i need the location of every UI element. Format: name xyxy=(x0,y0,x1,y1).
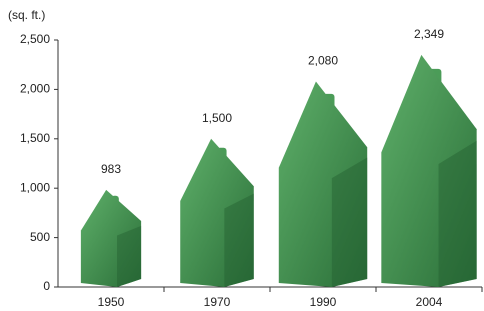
page: (sq. ft.) 0 500 1,000 1,500 2,000 2,500 1950 98… xyxy=(0,0,484,311)
x-tick-label: 1990 xyxy=(310,295,337,309)
y-tick-label: 1,500 xyxy=(20,131,50,145)
y-tick-label: 500 xyxy=(30,230,50,244)
x-tick-label: 1970 xyxy=(204,295,231,309)
house-side xyxy=(224,194,253,287)
house-side xyxy=(117,226,141,287)
y-tick-label: 1,000 xyxy=(20,180,50,194)
house-side xyxy=(332,158,367,287)
value-label: 983 xyxy=(101,162,121,176)
x-tick-label: 1950 xyxy=(98,295,125,309)
y-tick-label: 2,500 xyxy=(20,32,50,46)
y-tick-label: 2,000 xyxy=(20,82,50,96)
house-side xyxy=(439,141,477,287)
value-label: 1,500 xyxy=(202,111,232,125)
x-tick-label: 2004 xyxy=(416,295,443,309)
chart: (sq. ft.) 0 500 1,000 1,500 2,000 2,500 1950 98… xyxy=(0,0,484,311)
y-axis-label: (sq. ft.) xyxy=(8,8,45,22)
value-label: 2,080 xyxy=(308,54,338,68)
y-tick-label: 0 xyxy=(43,279,50,293)
value-label: 2,349 xyxy=(414,27,444,41)
